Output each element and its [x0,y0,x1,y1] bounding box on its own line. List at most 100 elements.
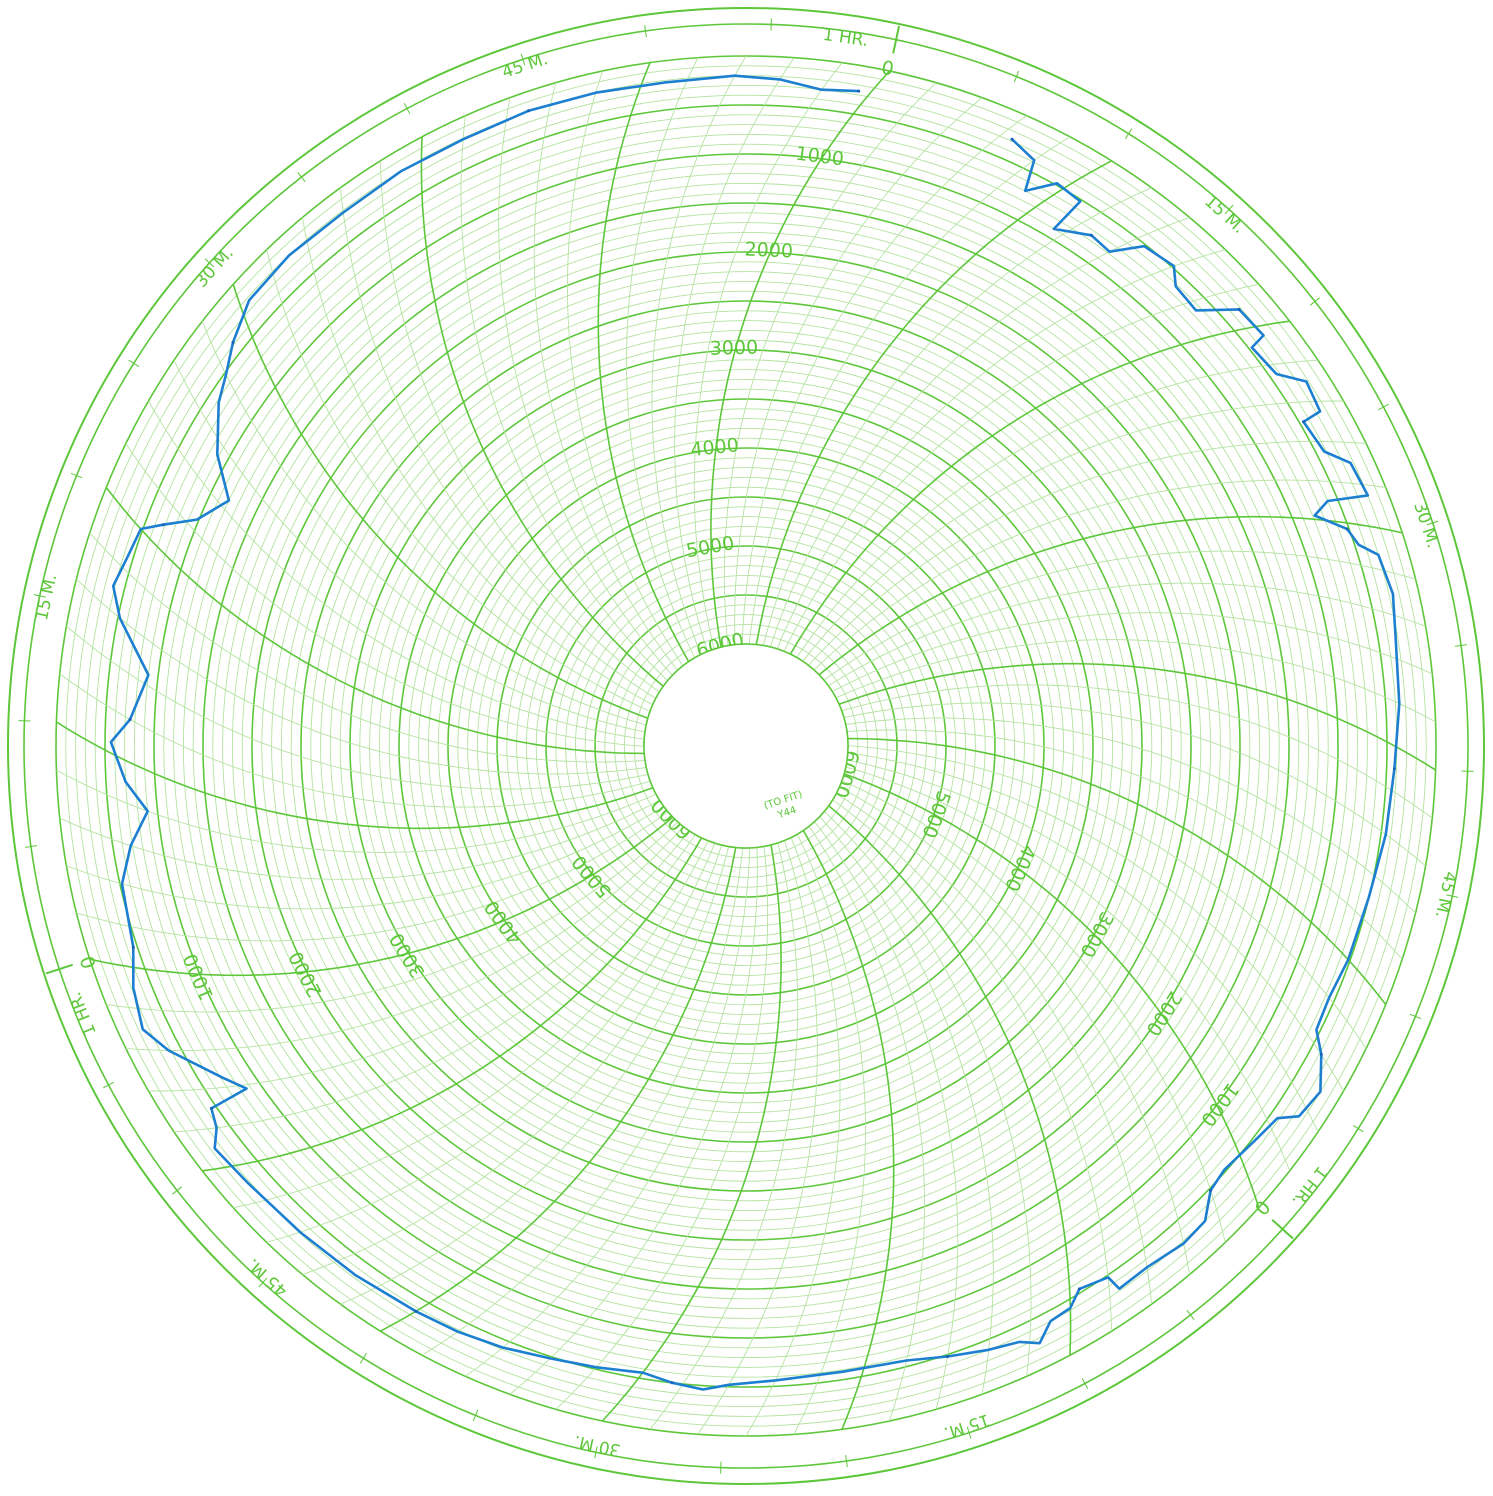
trace-point [1302,420,1305,424]
time-arc [847,737,1387,1005]
time-arc [89,816,674,977]
time-arc [173,360,645,733]
time-arc [66,805,664,910]
minute-tick [1454,644,1467,647]
time-arc [340,846,730,1305]
time-arc [106,821,679,1013]
time-arc [693,62,843,650]
time-arc [808,825,925,1422]
scale-ring [447,447,1045,1045]
time-arc [420,136,664,687]
scale-ring [173,173,1319,1319]
time-arc [847,752,1344,1092]
time-arc [838,662,1437,771]
time-arc [745,837,841,1437]
scale-ring [192,192,1300,1300]
time-arcs [55,55,1437,1437]
time-arc [835,639,1436,723]
scale-ring [163,163,1329,1329]
minute-tick [472,1409,479,1422]
time-arc [380,847,737,1332]
scale-label: 3000 [709,336,758,359]
scale-ring [261,261,1231,1231]
time-arc [651,55,747,655]
scale-ring [153,153,1339,1339]
time-arc [601,844,782,1422]
trace-point [857,89,861,93]
scale-ring [104,104,1388,1388]
scale-ring [143,143,1349,1349]
time-arc [796,359,1319,658]
hour-mark [892,25,901,54]
time-arc [626,57,699,658]
minute-tick [1409,1013,1422,1020]
minute-tick [297,172,306,183]
trace-point [231,340,235,344]
time-arc [828,805,1072,1356]
time-arc [498,97,673,676]
time-ring [23,23,1469,1469]
time-arc [533,82,678,671]
time-arc [839,786,1190,1275]
scale-ring [133,133,1359,1359]
time-arc [148,400,645,740]
hour-mark [1271,1219,1294,1240]
scale-ring [614,614,878,878]
time-arc [339,187,657,699]
center-hole [643,643,849,849]
time-arc [56,769,657,853]
scale-ring [604,604,888,888]
minute-tick [1081,1377,1089,1390]
scale-ring [212,212,1280,1280]
minute-tick [1377,403,1390,411]
time-arc [266,249,651,712]
time-arc [567,70,684,667]
time-arc [76,578,647,775]
time-arc [232,284,649,719]
time-arc [302,844,723,1276]
minute-tick [359,1352,368,1364]
time-arc [125,443,645,747]
scale-ring [124,124,1368,1368]
trace-point [527,109,530,113]
time-arc [509,847,758,1395]
time-arc [814,821,959,1410]
time-arc [710,70,891,648]
scale-ring [251,251,1241,1241]
scale-ring [271,271,1221,1221]
scale-ring [378,378,1114,1114]
scale-label: 0 [879,57,895,81]
trace-point [131,945,135,949]
scale-ring [565,565,927,927]
time-arc [802,830,895,1430]
trace-point [209,1106,213,1110]
time-arc [755,160,1112,645]
scale-label: 4000 [689,434,739,461]
trace-point [1089,233,1093,237]
trace-point [1077,1287,1081,1291]
time-arc [202,837,703,1172]
scale-ring [349,349,1143,1143]
time-arc [66,625,649,790]
pen-trace [109,74,1401,1391]
time-arc [808,440,1367,666]
scale-label: 2000 [744,238,793,262]
time-arc [125,826,684,1052]
time-arc [555,846,769,1410]
scale-ring [623,623,869,869]
scale-ring [329,329,1163,1163]
scale-ring [280,280,1212,1212]
scale-ring [535,535,957,957]
time-arc [841,684,1433,819]
minute-tick [172,1186,183,1195]
time-arc [734,97,983,645]
time-arc [421,847,744,1356]
scale-ring [388,388,1104,1104]
minute-tick [1186,1309,1195,1320]
time-arc [460,115,669,682]
scale-rings [23,23,1469,1469]
time-arc [847,759,1319,1132]
minute-tick [1309,297,1320,306]
scale-ring [516,516,976,976]
scale-ring [320,320,1172,1172]
